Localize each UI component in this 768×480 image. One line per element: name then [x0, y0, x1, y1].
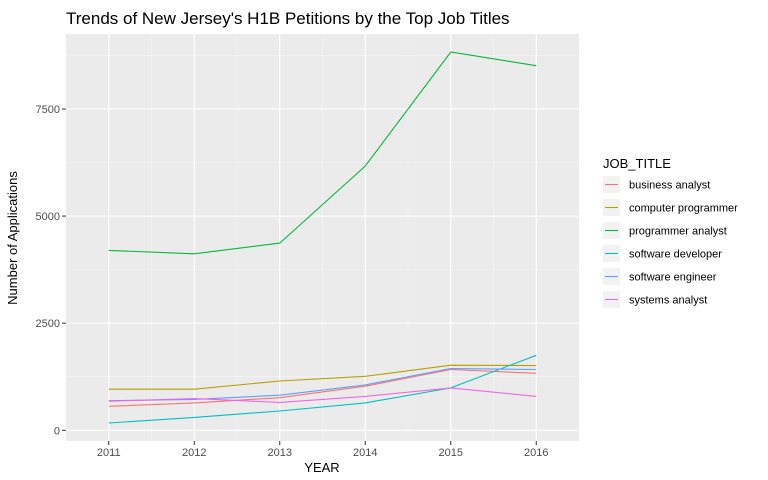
legend-label: software engineer	[629, 272, 717, 284]
x-tick-label: 2015	[439, 447, 463, 459]
legend-label: computer programmer	[629, 203, 738, 215]
series-line-software-engineer	[108, 368, 537, 402]
x-axis-title: YEAR	[304, 460, 339, 475]
chart-title: Trends of New Jersey's H1B Petitions by …	[66, 9, 510, 28]
x-tick-label: 2016	[524, 447, 548, 459]
y-axis: 0 2500 5000 7500	[36, 104, 66, 437]
series-lines	[108, 51, 537, 424]
x-tick-label: 2011	[97, 447, 121, 459]
series-line-business-analyst	[108, 368, 537, 407]
series-line-software-developer	[108, 354, 537, 424]
x-tick-label: 2012	[182, 447, 206, 459]
series-line-computer-programmer	[108, 364, 537, 390]
legend-label: systems analyst	[629, 295, 707, 307]
legend-label: business analyst	[629, 180, 710, 192]
x-tick-label: 2013	[268, 447, 292, 459]
series-line-programmer-analyst	[108, 51, 537, 255]
y-tick-label: 5000	[36, 211, 60, 223]
grid-minor	[66, 34, 579, 441]
x-tick-label: 2014	[353, 447, 377, 459]
y-tick-label: 0	[54, 425, 60, 437]
legend-title: JOB_TITLE	[603, 156, 671, 171]
x-axis: 2011 2012 2013 2014 2015 2016	[97, 441, 548, 459]
series-line-systems-analyst	[108, 387, 537, 403]
y-tick-label: 7500	[36, 104, 60, 116]
y-tick-label: 2500	[36, 318, 60, 330]
y-axis-title: Number of Applications	[5, 171, 20, 305]
legend-label: software developer	[629, 249, 722, 261]
legend: JOB_TITLE business analyst computer progr…	[603, 156, 738, 308]
legend-label: programmer analyst	[629, 226, 727, 238]
